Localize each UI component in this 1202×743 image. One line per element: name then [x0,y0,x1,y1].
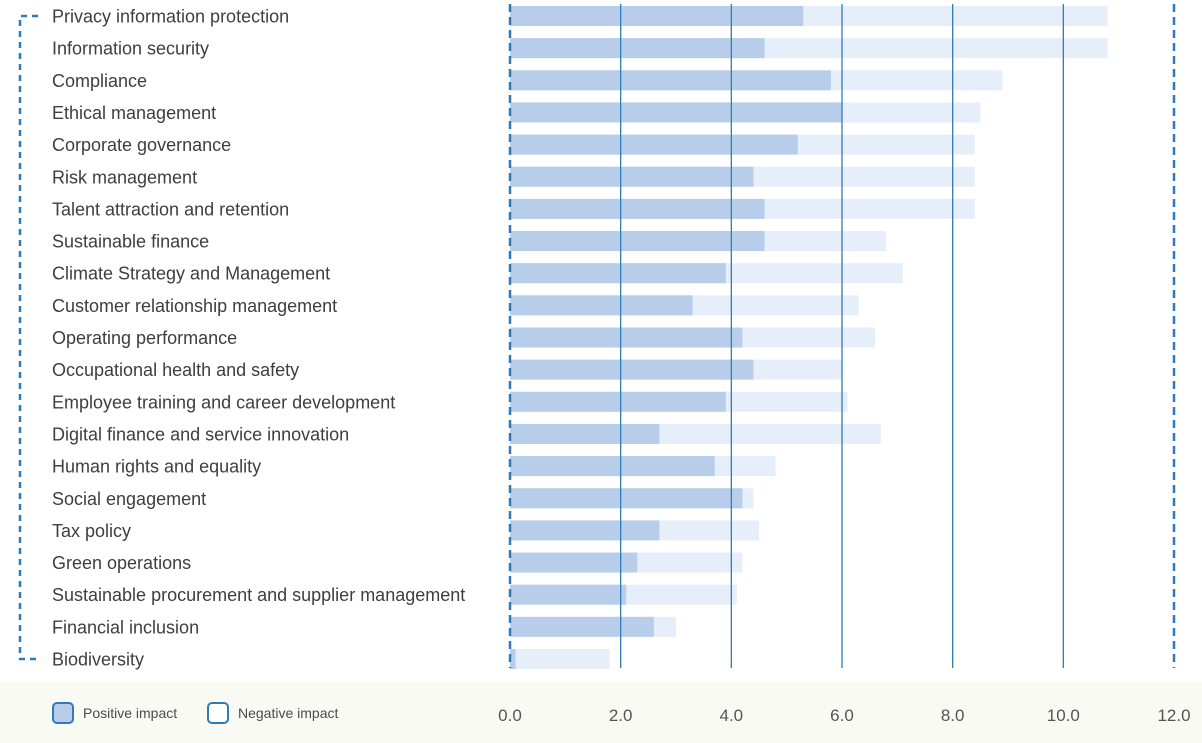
bracket-line [18,14,38,661]
bar-positive [510,584,627,605]
category-label: Ethical management [52,103,216,123]
x-tick-label: 8.0 [941,706,965,725]
category-bracket [18,14,38,661]
category-label: Climate Strategy and Management [52,264,330,284]
legend-negative: Negative impact [207,702,338,724]
bar-positive [510,391,726,412]
category-label: Sustainable finance [52,232,209,252]
legend-negative-swatch [207,702,229,724]
bar-positive [510,263,726,284]
x-tick-label: 12.0 [1157,706,1190,725]
bars-layer [510,6,1108,669]
bar-positive [510,70,831,91]
category-label: Operating performance [52,328,237,348]
x-tick-label: 4.0 [720,706,744,725]
category-label: Privacy information protection [52,7,289,27]
bar-positive [510,231,765,252]
bar-positive [510,359,754,380]
bar-positive [510,38,765,59]
legend-positive-swatch [52,702,74,724]
bar-positive [510,295,693,316]
x-tick-label: 2.0 [609,706,633,725]
x-tick-label: 10.0 [1047,706,1080,725]
bar-positive [510,520,660,541]
category-label: Green operations [52,553,191,573]
x-axis-ticks: 0.0 2.0 4.0 6.0 8.0 10.0 12.0 [498,706,1190,725]
category-label: Sustainable procurement and supplier man… [52,585,465,605]
x-tick-label: 0.0 [498,706,522,725]
legend-positive-label: Positive impact [83,705,178,721]
bar-positive [510,102,842,123]
category-label: Digital finance and service innovation [52,424,349,444]
category-label: Employee training and career development [52,392,395,412]
x-tick-label: 6.0 [830,706,854,725]
bar-positive [510,134,798,155]
grid-layer [508,4,1176,668]
category-labels: Privacy information protection Informatio… [52,7,465,670]
bar-positive [510,649,516,669]
category-label: Information security [52,39,209,59]
bar-positive [510,327,743,348]
category-label: Financial inclusion [52,617,199,637]
category-label: Occupational health and safety [52,360,299,380]
legend-positive: Positive impact [52,702,177,724]
bar-positive [510,616,654,637]
category-label: Talent attraction and retention [52,199,289,219]
category-label: Customer relationship management [52,296,337,316]
legend-negative-label: Negative impact [238,705,339,721]
category-label: Tax policy [52,521,131,541]
bar-positive [510,6,804,26]
category-label: Corporate governance [52,135,231,155]
bar-positive [510,488,743,509]
category-label: Biodiversity [52,650,144,670]
footer-band [0,682,1202,743]
category-label: Social engagement [52,489,206,509]
bar-positive [510,198,765,219]
category-label: Human rights and equality [52,457,261,477]
category-label: Compliance [52,71,147,91]
bar-positive [510,166,754,187]
category-label: Risk management [52,167,197,187]
bar-positive [510,456,715,477]
bar-positive [510,423,660,444]
bar-negative [510,649,610,669]
bar-positive [510,552,638,573]
